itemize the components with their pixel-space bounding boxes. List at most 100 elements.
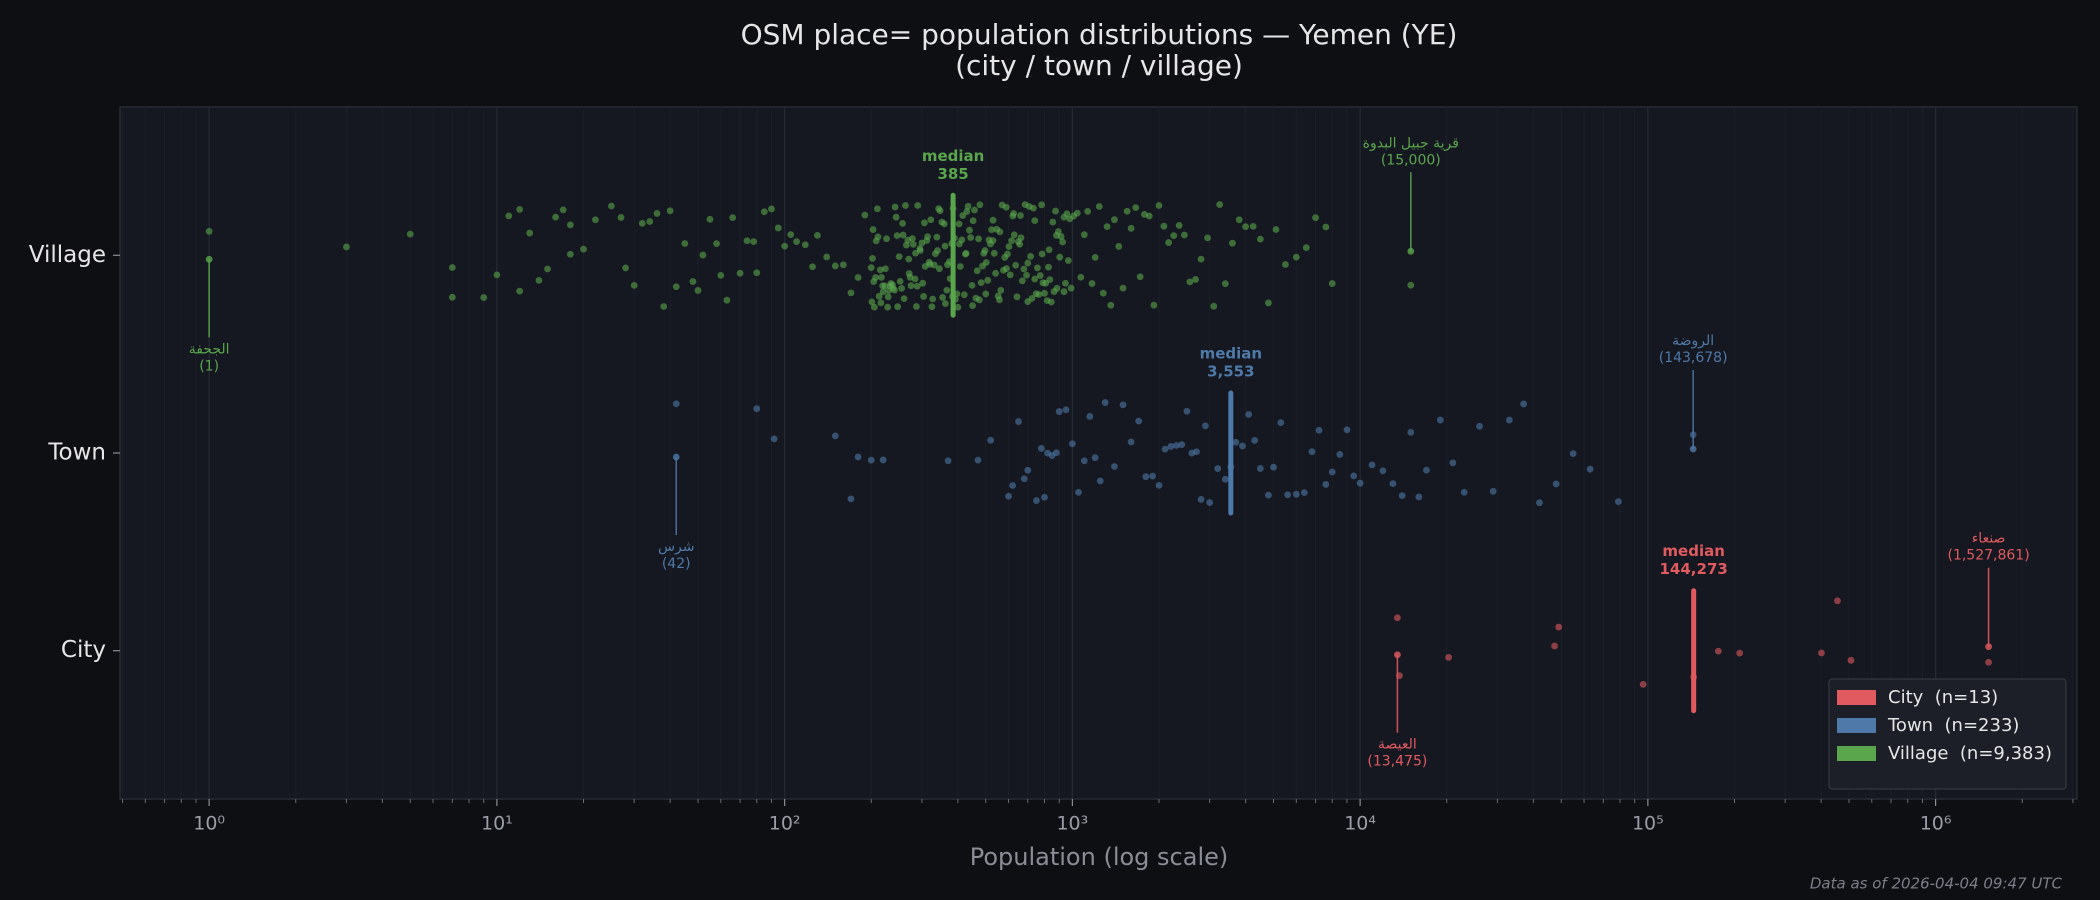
data-point bbox=[867, 456, 875, 464]
data-point bbox=[544, 265, 551, 273]
data-point bbox=[943, 286, 951, 294]
data-point bbox=[907, 282, 915, 290]
data-point bbox=[874, 233, 882, 241]
data-point bbox=[1021, 201, 1029, 209]
data-point bbox=[1003, 265, 1010, 272]
data-point bbox=[1322, 223, 1330, 231]
data-point bbox=[1060, 213, 1068, 221]
data-point bbox=[1272, 226, 1280, 233]
x-tick-label: 10⁰ bbox=[193, 813, 225, 835]
data-point bbox=[743, 237, 751, 245]
data-point bbox=[1265, 491, 1272, 499]
legend-label: Town (n=233) bbox=[1887, 715, 2019, 736]
data-point bbox=[1059, 238, 1067, 246]
data-point bbox=[1197, 496, 1205, 503]
data-point bbox=[1145, 212, 1153, 220]
data-point bbox=[861, 211, 869, 219]
data-point bbox=[941, 242, 949, 250]
data-point bbox=[891, 203, 899, 211]
annotation-value: (1,527,861) bbox=[1947, 548, 2029, 564]
data-point bbox=[630, 281, 638, 289]
data-point bbox=[666, 207, 674, 215]
data-point bbox=[1080, 457, 1088, 465]
data-point bbox=[770, 435, 778, 443]
data-point bbox=[1123, 207, 1131, 215]
data-point bbox=[875, 292, 883, 300]
data-point bbox=[882, 265, 889, 273]
data-point bbox=[996, 228, 1004, 236]
data-point bbox=[1073, 209, 1081, 217]
data-point bbox=[1555, 623, 1563, 631]
data-point bbox=[1038, 250, 1046, 258]
data-point bbox=[1343, 426, 1351, 434]
data-point bbox=[1038, 201, 1046, 209]
data-point bbox=[1436, 416, 1444, 424]
annotation-name: العيصة bbox=[1378, 737, 1417, 753]
data-point bbox=[1214, 465, 1222, 472]
data-point bbox=[689, 278, 697, 285]
data-point bbox=[1256, 465, 1264, 472]
data-point bbox=[905, 255, 913, 263]
data-point bbox=[1103, 223, 1111, 230]
data-point bbox=[1017, 234, 1025, 242]
data-point bbox=[909, 235, 916, 242]
data-point bbox=[1379, 467, 1387, 475]
data-point bbox=[1251, 437, 1259, 444]
data-point bbox=[928, 303, 936, 311]
data-point bbox=[909, 240, 917, 248]
data-point bbox=[1037, 445, 1045, 452]
data-point bbox=[935, 265, 943, 273]
data-point bbox=[1004, 250, 1011, 258]
data-point bbox=[966, 226, 973, 234]
data-point bbox=[982, 290, 990, 298]
data-point bbox=[1053, 449, 1060, 457]
data-point bbox=[954, 303, 962, 311]
data-point bbox=[1239, 442, 1246, 450]
data-point bbox=[940, 220, 948, 228]
data-point bbox=[1150, 301, 1158, 309]
x-tick-label: 10³ bbox=[1056, 813, 1088, 835]
annotation-name: صنعاء bbox=[1972, 531, 2006, 547]
data-point bbox=[919, 279, 927, 287]
annotation-point bbox=[205, 255, 213, 263]
data-point bbox=[1035, 291, 1043, 298]
data-point bbox=[839, 261, 847, 269]
data-point bbox=[1192, 276, 1199, 283]
x-tick-label: 10² bbox=[769, 813, 801, 835]
data-point bbox=[1024, 259, 1032, 267]
data-point bbox=[988, 226, 996, 234]
data-point bbox=[1160, 222, 1168, 230]
data-point bbox=[870, 303, 878, 311]
data-point bbox=[1161, 445, 1169, 453]
data-point bbox=[1232, 438, 1240, 446]
data-point bbox=[876, 266, 884, 274]
data-point bbox=[892, 213, 900, 221]
data-point bbox=[566, 250, 574, 258]
annotation-point bbox=[1985, 643, 1992, 651]
data-point bbox=[898, 284, 906, 292]
data-point bbox=[1178, 441, 1186, 448]
data-point bbox=[1119, 401, 1127, 409]
annotation-point bbox=[1393, 651, 1401, 659]
annotation-name: شرس bbox=[658, 539, 695, 555]
data-point bbox=[920, 293, 927, 300]
annotation-value: (13,475) bbox=[1367, 754, 1427, 770]
data-point bbox=[801, 241, 809, 249]
legend-swatch bbox=[1837, 718, 1876, 733]
data-point bbox=[1067, 284, 1075, 292]
data-point bbox=[968, 281, 976, 289]
data-point bbox=[1015, 418, 1022, 425]
data-point bbox=[1193, 448, 1200, 456]
data-point bbox=[939, 294, 947, 301]
data-point bbox=[1062, 279, 1069, 287]
data-point bbox=[1197, 255, 1205, 263]
data-point bbox=[912, 303, 920, 310]
data-point bbox=[1068, 440, 1076, 448]
y-tick-label: Village bbox=[29, 242, 106, 268]
data-point bbox=[878, 273, 885, 281]
data-point bbox=[1136, 273, 1144, 281]
data-point bbox=[1020, 475, 1028, 483]
data-point bbox=[729, 214, 737, 222]
data-point bbox=[989, 237, 997, 245]
